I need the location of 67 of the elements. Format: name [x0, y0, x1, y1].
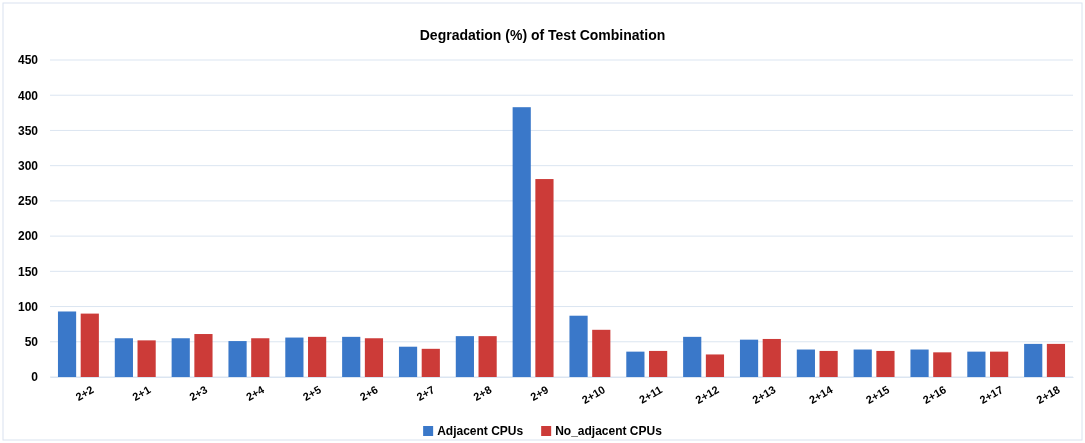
legend-label: No_adjacent CPUs: [555, 424, 663, 438]
bar: [308, 336, 327, 377]
x-tick-label: 2+10: [579, 383, 608, 407]
x-tick-label: 2+6: [357, 383, 380, 403]
bar: [796, 349, 815, 377]
x-tick-label: 2+8: [471, 383, 494, 403]
y-tick-label: 150: [17, 264, 39, 279]
y-tick-label: 300: [17, 159, 39, 174]
x-tick-label: 2+12: [693, 383, 721, 407]
x-tick-label: 2+3: [187, 383, 210, 403]
bar: [569, 315, 588, 377]
bar: [228, 341, 247, 377]
bar: [1024, 343, 1043, 377]
bar: [57, 311, 77, 377]
x-tick-label: 2+15: [863, 383, 892, 407]
bar: [478, 336, 497, 377]
x-tick-label: 2+5: [300, 383, 323, 403]
bar: [592, 329, 611, 377]
legend-label: Adjacent CPUs: [437, 424, 524, 438]
y-tick-label: 100: [17, 299, 39, 314]
bar: [171, 338, 190, 377]
chart-title: Degradation (%) of Test Combination: [419, 27, 666, 43]
bar: [137, 340, 156, 377]
bar: [853, 349, 872, 377]
bar: [626, 351, 645, 377]
bar: [251, 338, 270, 377]
x-tick-label: 2+7: [414, 383, 437, 403]
y-tick-label: 0: [31, 370, 39, 385]
bar: [421, 348, 440, 377]
y-tick-label: 450: [17, 53, 39, 68]
bar: [535, 179, 554, 377]
bar: [1046, 343, 1066, 377]
y-tick-label: 200: [17, 229, 39, 244]
x-tick-label: 2+1: [130, 383, 153, 403]
bar: [910, 349, 929, 377]
bar: [80, 313, 99, 377]
bar: [990, 351, 1009, 377]
y-tick-label: 350: [17, 123, 39, 138]
bar: [762, 338, 781, 377]
x-tick-label: 2+14: [807, 382, 836, 407]
bar: [194, 334, 213, 377]
bar: [649, 350, 668, 377]
x-tick-label: 2+11: [637, 383, 664, 406]
bar: [967, 351, 986, 377]
bar: [739, 339, 759, 377]
bar: [364, 338, 384, 377]
y-tick-label: 250: [17, 194, 39, 209]
x-tick-label: 2+13: [750, 383, 778, 407]
x-tick-label: 2+9: [528, 383, 551, 403]
y-tick-label: 50: [24, 335, 39, 350]
bar: [876, 350, 895, 377]
bar: [512, 107, 531, 377]
x-tick-label: 2+2: [73, 383, 96, 403]
bar: [342, 336, 361, 377]
x-tick-label: 2+4: [243, 382, 267, 403]
bar: [398, 346, 418, 377]
bar: [705, 354, 725, 377]
bar: [683, 336, 702, 377]
y-tick-label: 400: [17, 88, 39, 103]
bar: [933, 352, 952, 377]
x-tick-label: 2+16: [920, 383, 949, 407]
bar: [285, 337, 304, 377]
bar: [819, 350, 838, 377]
x-tick-label: 2+18: [1034, 383, 1062, 407]
bar: [455, 336, 474, 377]
x-tick-label: 2+17: [977, 383, 1005, 407]
bar: [114, 338, 133, 377]
